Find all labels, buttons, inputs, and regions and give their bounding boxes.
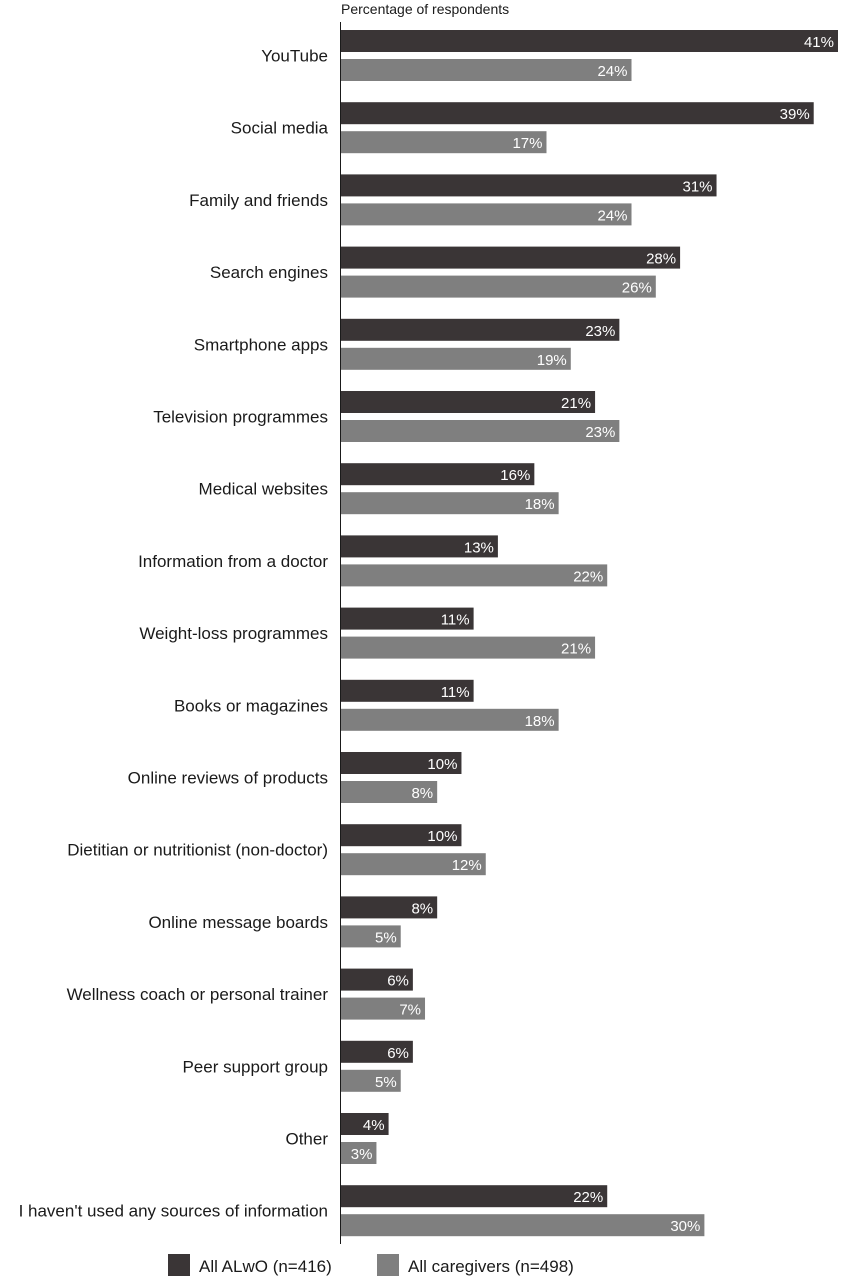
category-label: Other [285, 1130, 328, 1149]
data-label: 17% [512, 135, 542, 152]
bar-caregivers [341, 59, 632, 81]
data-label: 11% [441, 612, 470, 629]
category-label: Books or magazines [174, 696, 328, 715]
category-label: Social media [231, 119, 329, 138]
data-label: 5% [375, 929, 397, 946]
data-label: 8% [411, 785, 433, 802]
bar-caregivers [341, 564, 608, 587]
data-label: 19% [537, 352, 567, 369]
data-label: 5% [375, 1074, 397, 1091]
bar-alwo [341, 318, 620, 341]
data-label: 30% [670, 1218, 700, 1235]
bar-alwo [341, 391, 596, 413]
bar-alwo [341, 896, 438, 919]
bar-alwo [341, 824, 462, 847]
bar-alwo [341, 679, 474, 702]
bar-alwo [341, 30, 838, 52]
legend-label: All ALwO (n=416) [199, 1257, 332, 1276]
bar-alwo [341, 246, 681, 269]
data-label: 31% [683, 178, 713, 195]
x-axis-title: Percentage of respondents [341, 1, 509, 17]
category-label: Television programmes [153, 408, 328, 427]
data-label: 21% [561, 395, 591, 412]
data-label: 7% [399, 1002, 421, 1019]
bar-alwo [341, 752, 462, 774]
bar-alwo [341, 1113, 389, 1135]
data-label: 4% [363, 1117, 385, 1134]
category-label: I haven't used any sources of informatio… [19, 1202, 328, 1221]
category-label: Online message boards [148, 913, 328, 932]
data-label: 21% [561, 641, 591, 658]
category-label: Search engines [210, 263, 328, 282]
data-label: 18% [525, 713, 555, 730]
bar-caregivers [341, 708, 559, 731]
bar-alwo [341, 463, 535, 486]
data-label: 39% [780, 106, 810, 123]
bar-alwo [341, 535, 498, 558]
bar-alwo [341, 1185, 608, 1208]
legend-swatch [168, 1254, 190, 1276]
bar-alwo [341, 1040, 413, 1063]
bar-caregivers [341, 853, 486, 876]
data-label: 13% [464, 539, 494, 556]
bar-caregivers [341, 347, 571, 370]
data-label: 10% [427, 828, 457, 845]
category-label: Information from a doctor [138, 552, 328, 571]
bar-caregivers [341, 131, 547, 154]
data-label: 23% [585, 424, 615, 441]
data-label: 24% [597, 63, 627, 80]
data-label: 41% [804, 34, 834, 51]
bar-caregivers [341, 636, 596, 659]
bar-caregivers [341, 492, 559, 515]
data-label: 12% [452, 857, 482, 874]
bar-caregivers [341, 925, 401, 948]
category-label: Medical websites [199, 480, 328, 499]
data-label: 16% [500, 467, 530, 484]
data-label: 10% [427, 756, 457, 773]
data-label: 11% [441, 684, 470, 701]
data-label: 23% [585, 323, 615, 340]
data-label: 24% [597, 207, 627, 224]
bar-caregivers [341, 203, 632, 226]
category-label: Family and friends [189, 191, 328, 210]
data-label: 22% [573, 1189, 603, 1206]
data-label: 6% [387, 1045, 409, 1062]
data-label: 8% [411, 900, 433, 917]
bar-caregivers [341, 781, 438, 803]
legend: All ALwO (n=416) All caregivers (n=498) [168, 1254, 574, 1276]
bar-caregivers [341, 1214, 705, 1237]
category-label: YouTube [261, 47, 328, 66]
data-label: 6% [387, 973, 409, 990]
bar-caregivers [341, 997, 426, 1020]
category-label: Smartphone apps [194, 335, 328, 354]
legend-swatch [377, 1254, 399, 1276]
category-label: Dietitian or nutritionist (non-doctor) [67, 841, 328, 860]
category-label: Peer support group [182, 1057, 328, 1076]
category-label: Online reviews of products [128, 769, 328, 788]
data-label: 28% [646, 251, 676, 268]
bar-alwo [341, 607, 474, 630]
bar-caregivers [341, 1069, 401, 1092]
bar-alwo [341, 102, 814, 125]
data-label: 26% [622, 280, 652, 297]
legend-label: All caregivers (n=498) [408, 1257, 574, 1276]
data-label: 3% [351, 1146, 373, 1163]
bar-alwo [341, 174, 717, 197]
category-label: Wellness coach or personal trainer [67, 985, 329, 1004]
bars-group: YouTube 41% 24% Social media 39% 17% Family an… [19, 30, 838, 1237]
bar-alwo [341, 968, 413, 991]
category-label: Weight-loss programmes [139, 624, 328, 643]
bar-caregivers [341, 1142, 377, 1164]
bar-caregivers [341, 420, 620, 442]
data-label: 22% [573, 568, 603, 585]
bar-caregivers [341, 275, 656, 298]
data-label: 18% [525, 496, 555, 513]
